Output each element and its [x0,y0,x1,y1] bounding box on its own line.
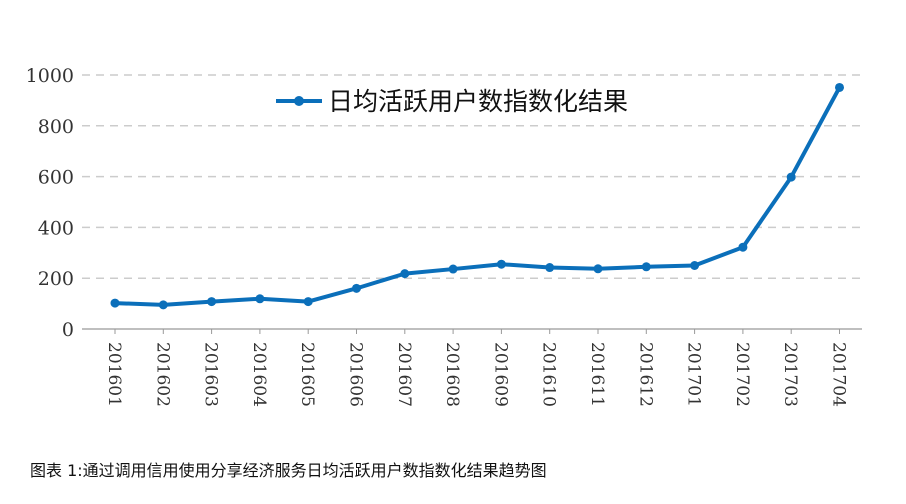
y-tick-label-0: 0 [62,319,74,341]
data-point-201612 [641,262,651,272]
data-point-201701 [690,261,700,270]
x-tick-label-201609: 201609 [490,342,510,407]
x-tick-label-201606: 201606 [346,342,366,407]
x-tick-label-201702: 201702 [732,342,752,407]
data-point-201704 [835,82,844,92]
series-layer [110,82,844,310]
data-point-201606 [352,283,361,293]
x-tick-label-201610: 201610 [539,342,559,407]
data-point-201610 [545,263,555,273]
data-point-201602 [158,300,168,310]
y-tick-label-1000: 1000 [26,65,74,87]
x-tick-label-201608: 201608 [442,342,462,407]
x-tick-label-201605: 201605 [297,342,317,407]
data-point-201703 [786,172,796,182]
y-tick-label-800: 800 [38,116,74,138]
legend-swatch-marker [294,96,304,106]
x-tick-label-201611: 201611 [587,342,607,407]
x-tick-label-201601: 201601 [104,342,124,407]
data-point-201601 [110,298,120,308]
data-point-201702 [738,242,748,252]
x-tick-label-201602: 201602 [152,342,172,407]
data-point-201609 [496,259,506,269]
series-line-0 [113,85,842,307]
y-tick-label-200: 200 [38,268,74,290]
legend: 日均活跃用户数指数化结果 [276,87,628,116]
y-tick-label-400: 400 [38,217,74,239]
legend-label: 日均活跃用户数指数化结果 [328,87,628,116]
data-point-201607 [400,269,410,279]
x-tick-label-201612: 201612 [635,342,655,407]
data-point-201605 [303,297,313,307]
x-tick-label-201603: 201603 [201,342,221,407]
x-axis-ticks: 201601 201602 201603 201604 201605 201606 2016… [104,329,849,407]
x-tick-label-201607: 201607 [394,342,414,407]
x-tick-label-201701: 201701 [684,342,704,407]
y-tick-label-600: 600 [38,167,74,189]
data-point-201608 [448,264,458,274]
x-tick-label-201604: 201604 [249,342,269,407]
x-tick-label-201703: 201703 [780,342,800,407]
grid-lines [82,74,862,279]
data-point-201603 [207,297,217,307]
figure-caption: 图表 1:通过调用信用使用分享经济服务日均活跃用户数指数化结果趋势图 [30,461,547,480]
x-tick-label-201704: 201704 [829,342,849,407]
y-axis-ticks: 0 200 400 600 800 1000 [26,65,74,341]
data-point-201611 [593,264,603,274]
data-point-201604 [255,294,265,304]
